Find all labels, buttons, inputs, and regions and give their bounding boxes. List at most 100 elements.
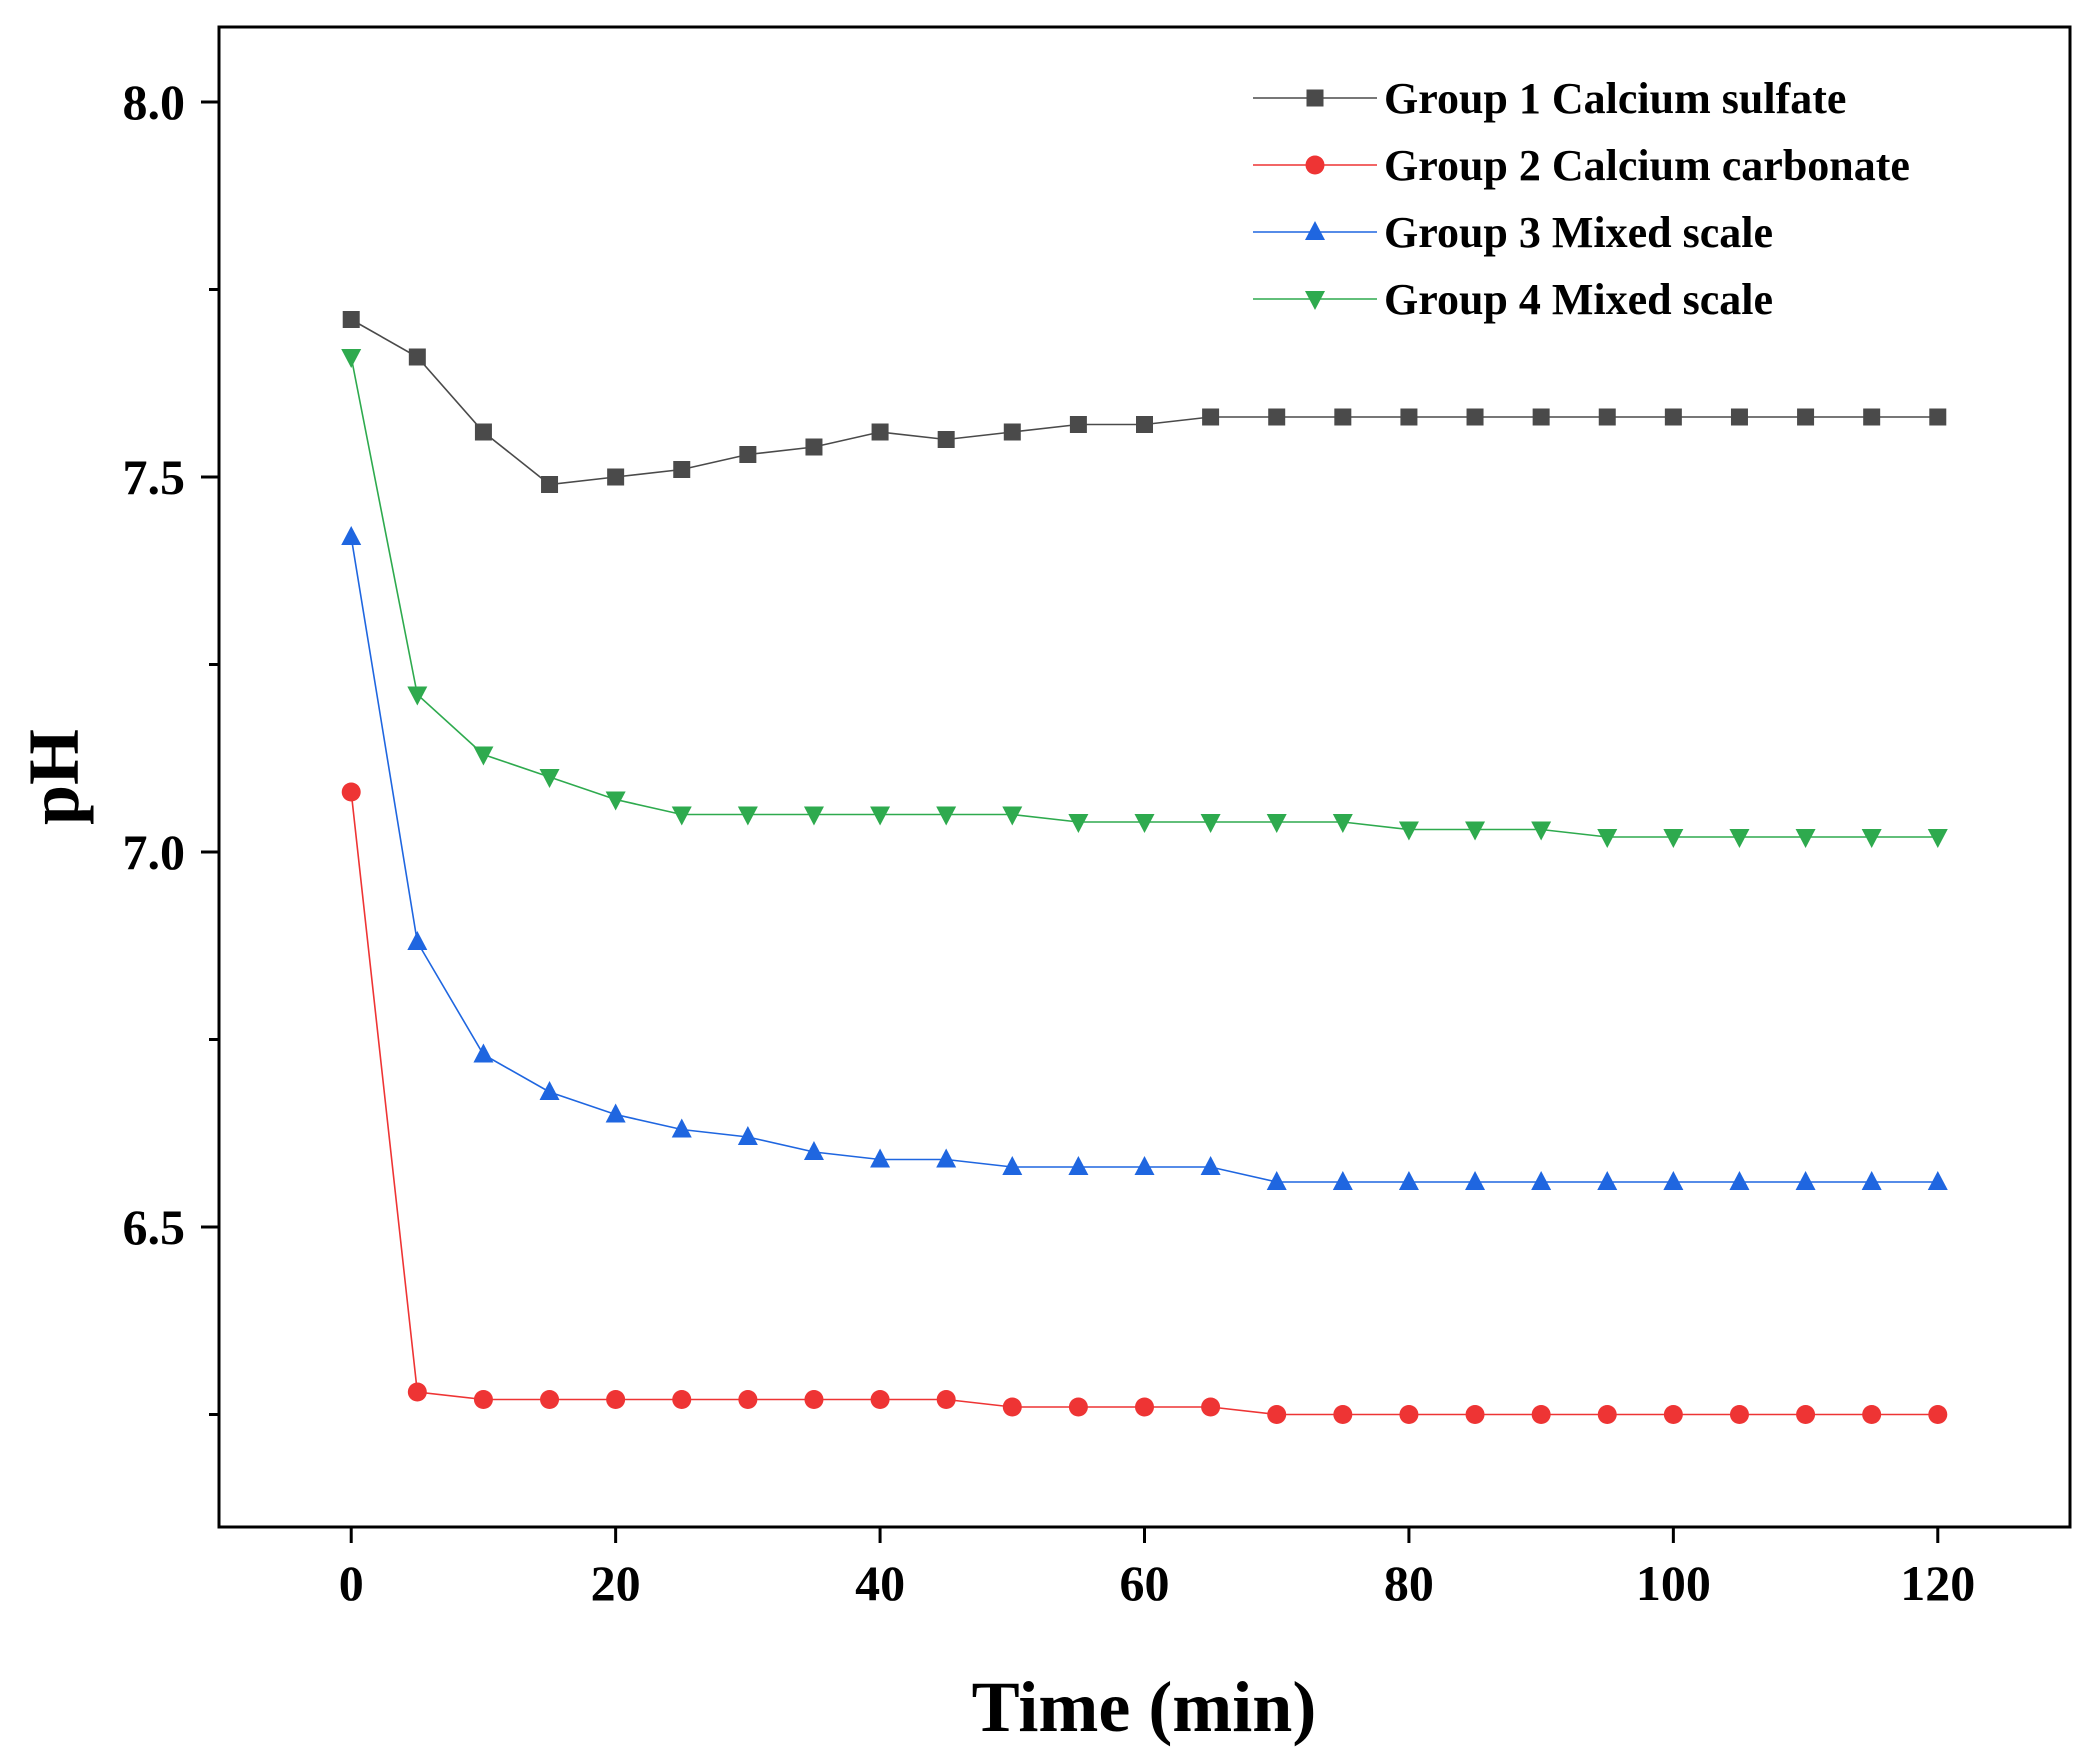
data-point	[803, 1141, 824, 1160]
legend-item: Group 1 Calcium sulfate	[1253, 74, 1846, 123]
series-line	[350, 791, 1938, 1416]
data-point	[1332, 1171, 1353, 1190]
y-tick-label: 6.5	[123, 1199, 186, 1255]
data-point	[1795, 829, 1816, 848]
data-point	[1465, 1405, 1485, 1424]
data-point	[1002, 1397, 1022, 1417]
data-point	[1929, 408, 1947, 426]
data-point	[1861, 829, 1882, 848]
data-point	[738, 1390, 758, 1409]
data-point	[1466, 408, 1484, 426]
data-point	[804, 1390, 824, 1409]
data-point	[1663, 1171, 1684, 1190]
data-point	[1663, 1405, 1683, 1424]
series-line	[350, 536, 1938, 1183]
data-point	[341, 782, 361, 802]
data-point	[1597, 829, 1618, 848]
data-point	[1266, 1171, 1287, 1190]
data-point	[540, 1390, 560, 1409]
data-point	[607, 468, 625, 486]
data-point	[1797, 408, 1815, 426]
data-point	[1398, 1171, 1419, 1190]
data-point	[936, 1148, 957, 1168]
data-point	[1332, 814, 1353, 833]
x-axis-title: Time (min)	[972, 1667, 1317, 1747]
data-point	[1729, 829, 1750, 848]
data-point	[407, 1382, 427, 1402]
legend-item: Group 4 Mixed scale	[1253, 275, 1773, 324]
data-point	[805, 438, 823, 456]
legend: Group 1 Calcium sulfate Group 2 Calcium c…	[1253, 74, 1910, 324]
data-point	[870, 1390, 890, 1409]
data-point	[1531, 1171, 1552, 1190]
data-point	[1334, 408, 1352, 426]
data-point	[342, 311, 360, 328]
data-point	[737, 806, 758, 826]
data-point	[870, 1148, 891, 1168]
data-point	[1202, 408, 1220, 426]
data-point	[870, 806, 891, 826]
legend-label: Group 4 Mixed scale	[1384, 275, 1773, 324]
legend-label: Group 1 Calcium sulfate	[1384, 74, 1846, 123]
series-layer	[341, 311, 1948, 1424]
data-point	[1268, 408, 1286, 426]
data-point	[473, 1390, 493, 1409]
data-point	[1267, 1405, 1287, 1424]
y-tick-label: 8.0	[123, 74, 186, 130]
data-point	[1068, 1397, 1088, 1417]
data-point	[1400, 408, 1418, 426]
series-line	[350, 318, 1938, 486]
legend-marker	[1306, 89, 1324, 107]
data-point	[1730, 408, 1748, 426]
data-point	[1465, 821, 1486, 841]
data-point	[407, 931, 428, 950]
data-point	[1531, 1405, 1551, 1424]
data-point	[473, 1043, 494, 1063]
data-point	[737, 1126, 758, 1145]
data-point	[1201, 1397, 1221, 1417]
data-point	[539, 769, 560, 788]
data-point	[407, 686, 428, 706]
data-point	[473, 746, 494, 766]
data-point	[937, 431, 955, 448]
y-tick-label: 7.5	[123, 449, 186, 505]
data-point	[541, 476, 559, 493]
data-point	[1927, 829, 1948, 848]
legend-item: Group 2 Calcium carbonate	[1253, 141, 1910, 190]
data-point	[803, 806, 824, 826]
data-point	[1532, 408, 1550, 426]
legend-label: Group 2 Calcium carbonate	[1384, 141, 1910, 190]
data-point	[1333, 1405, 1353, 1424]
data-point	[1663, 829, 1684, 848]
series-2	[341, 782, 1948, 1424]
data-point	[1862, 1405, 1882, 1424]
y-tick-label: 7.0	[123, 824, 186, 880]
data-point	[1068, 1156, 1089, 1175]
data-point	[1863, 408, 1881, 426]
data-point	[1002, 1156, 1023, 1175]
data-point	[1003, 423, 1021, 441]
data-point	[1398, 821, 1419, 841]
x-tick-label: 100	[1636, 1555, 1711, 1611]
data-point	[1664, 408, 1682, 426]
x-tick-label: 20	[591, 1555, 641, 1611]
data-point	[1136, 416, 1153, 433]
axis-ticks: 0 20 40 60 80 100 120 6.5 7.0 7.5 8.0	[123, 74, 1976, 1611]
data-point	[1399, 1405, 1419, 1424]
data-point	[739, 446, 757, 463]
x-tick-label: 80	[1384, 1555, 1434, 1611]
data-point	[1729, 1171, 1750, 1190]
data-point	[673, 461, 691, 478]
data-point	[341, 526, 362, 545]
legend-marker	[1305, 221, 1325, 240]
data-point	[605, 1103, 626, 1123]
data-point	[1795, 1171, 1816, 1190]
data-point	[1531, 821, 1552, 841]
data-point	[1069, 416, 1087, 433]
x-tick-label: 0	[339, 1555, 364, 1611]
data-point	[936, 806, 957, 826]
data-point	[1266, 814, 1287, 833]
data-point	[1134, 814, 1155, 833]
data-point	[1134, 1156, 1155, 1175]
